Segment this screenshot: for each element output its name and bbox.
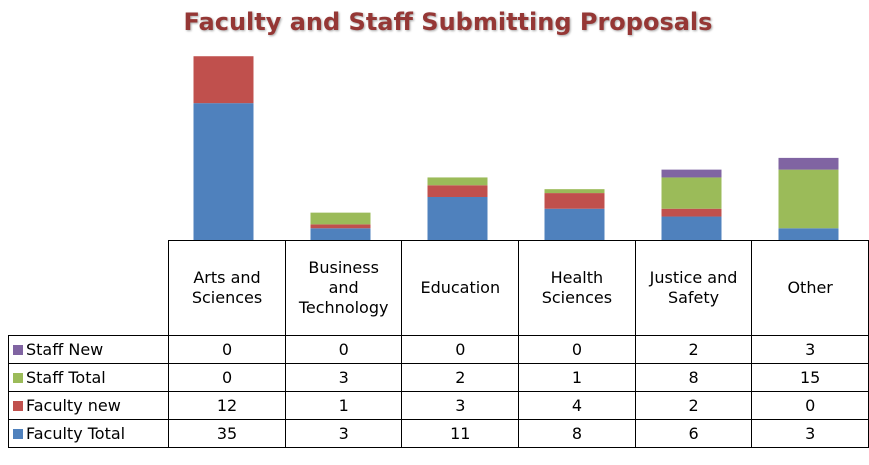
legend-swatch [13,373,23,383]
category-label: Other [787,278,833,297]
value-cell: 15 [751,363,869,392]
value-cell: 35 [168,419,286,448]
value-cell: 3 [401,391,520,420]
value-cell: 3 [751,335,869,364]
value-cell: 0 [751,391,869,420]
bar-segment [427,177,488,186]
bar-segment [661,208,722,217]
bar-segment [310,212,371,225]
legend-label: Staff New [26,340,104,359]
legend-cell: Faculty new [7,391,170,420]
bar-segment [193,103,254,241]
bar-segment [544,208,605,240]
legend-swatch [13,345,23,355]
value-cell: 0 [168,363,286,392]
value-cell: 11 [401,419,520,448]
category-label: Education [420,278,501,297]
value-cell: 8 [518,419,636,448]
legend-swatch [13,429,23,439]
value-cell: 1 [284,391,403,420]
category-label: Health Sciences [541,268,613,307]
value-cell: 3 [751,419,869,448]
table-row: Faculty Total 35 3 11 8 6 3 [7,419,869,448]
value-cell: 8 [634,363,753,392]
value-cell: 3 [284,363,403,392]
value-cell: 1 [518,363,636,392]
value-cell: 12 [168,391,286,420]
value-cell: 2 [634,335,753,364]
bar-segment [544,189,605,194]
table-header-row: Arts and Sciences Business and Technology… [8,240,869,336]
bar-segment [310,228,371,240]
bar-segment [193,56,254,104]
legend-label: Faculty new [26,396,121,415]
category-label: Justice and Safety [649,268,738,307]
bar-segment [661,177,722,209]
value-cell: 0 [401,335,520,364]
bar-segment [661,216,722,240]
value-cell: 4 [518,391,636,420]
bar-segment [661,169,722,178]
blank-cell [8,240,170,336]
bar-segment [544,193,605,209]
category-label: Business and Technology [298,258,389,317]
bar-segment [310,224,371,229]
category-label: Arts and Sciences [191,268,263,307]
legend-swatch [13,401,23,411]
value-cell: 0 [284,335,403,364]
bar-segment [427,185,488,197]
bar-segment [778,228,839,240]
category-cell: Arts and Sciences [168,240,286,336]
chart-title: Faculty and Staff Submitting Proposals [183,8,713,36]
category-cell: Other [751,240,869,336]
legend-cell: Staff New [7,335,170,364]
value-cell: 0 [168,335,286,364]
value-cell: 2 [634,391,753,420]
value-cell: 6 [634,419,753,448]
value-cell: 0 [518,335,636,364]
value-cell: 2 [401,363,520,392]
bar-segment [427,196,488,240]
legend-label: Staff Total [26,368,106,387]
bar-segment [778,169,839,229]
data-table: Arts and Sciences Business and Technology… [7,240,869,448]
table-row: Staff New 0 0 0 0 2 3 [7,335,869,364]
bar-segment [778,157,839,170]
legend-cell: Faculty Total [7,419,170,448]
table-row: Faculty new 12 1 3 4 2 0 [7,391,869,420]
category-cell: Health Sciences [518,240,636,336]
category-cell: Justice and Safety [634,240,753,336]
table-row: Staff Total 0 3 2 1 8 15 [7,363,869,392]
legend-label: Faculty Total [26,424,126,443]
category-cell: Business and Technology [284,240,403,336]
value-cell: 3 [284,419,403,448]
category-cell: Education [401,240,520,336]
legend-cell: Staff Total [7,363,170,392]
